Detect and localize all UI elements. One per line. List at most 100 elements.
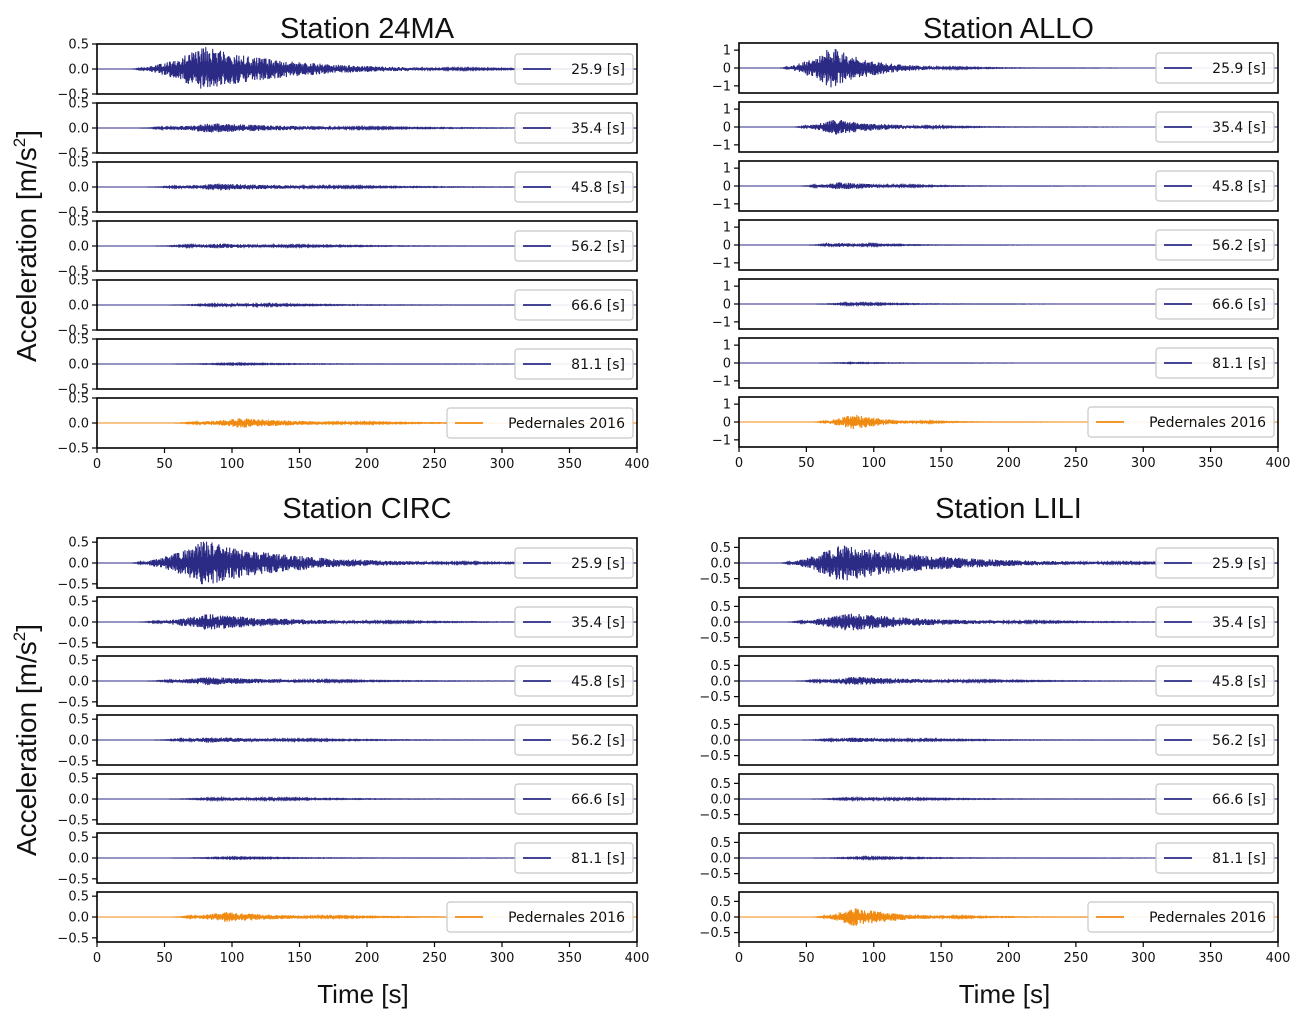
subplot-35-4-s: 0.50.0−0.5 35.4 [s]	[699, 596, 1279, 648]
subplot-frame	[96, 596, 638, 648]
y-tick-label: 0.5	[710, 777, 731, 792]
subplot-frame	[738, 714, 1279, 766]
y-tick-label: −0.5	[57, 88, 89, 103]
legend-label: 35.4 [s]	[1212, 120, 1266, 136]
y-tick-label: −1	[712, 433, 731, 448]
x-tick-label: 0	[735, 456, 743, 471]
x-tick-label: 150	[929, 456, 954, 471]
panel-station-circ: Station CIRC 0.5 0.0 −0.5 25.9 [s] 0.5 0.0 −0.5…	[10, 493, 649, 1009]
subplot-25-9-s: 0.5 0.0 −0.5 25.9 [s]	[57, 536, 638, 592]
legend: 25.9 [s]	[1155, 52, 1275, 84]
y-tick-label: 0.5	[710, 600, 731, 615]
y-axis-label-exponent: 2	[10, 632, 29, 641]
panel-title: Station ALLO	[923, 13, 1094, 45]
x-tick-label: 150	[287, 457, 312, 472]
y-tick-label: 0.0	[68, 417, 89, 432]
legend: 45.8 [s]	[1155, 170, 1275, 202]
subplot-frame	[738, 655, 1279, 707]
y-tick-label: 0.0	[68, 181, 89, 196]
legend-box	[1155, 842, 1275, 874]
y-tick-label: 0.5	[68, 772, 89, 787]
y-axis-label: Acceleration [m/s2]	[10, 130, 42, 362]
legend-box	[514, 230, 634, 262]
y-tick-label: 0.5	[68, 274, 89, 289]
panel-station-allo: Station ALLO 1 0 −1 25.9 [s] 1 0 −1 35.4 [s] 1 0 −1…	[712, 13, 1291, 471]
subplot-frame	[738, 160, 1279, 212]
x-tick-label: 100	[861, 456, 886, 471]
y-tick-label: 1	[723, 103, 731, 118]
y-axis-label-text: Acceleration [m/s	[11, 641, 42, 856]
y-tick-label: −0.5	[699, 867, 731, 882]
x-tick-label: 0	[735, 951, 743, 966]
legend-label: 25.9 [s]	[1212, 556, 1266, 572]
x-tick-label: 300	[490, 457, 515, 472]
legend-box	[514, 606, 634, 638]
legend-box	[1155, 170, 1275, 202]
y-tick-label: 0.5	[710, 659, 731, 674]
y-tick-label: −0.5	[699, 749, 731, 764]
legend-box	[514, 783, 634, 815]
y-tick-label: 0.0	[68, 616, 89, 631]
subplot-56-2-s: 0.50.0−0.556.2 [s]	[57, 713, 638, 769]
y-tick-label: 0.5	[68, 392, 89, 407]
y-tick-label: 0.5	[68, 536, 89, 551]
legend: 25.9 [s]	[514, 547, 634, 579]
subplot-45-8-s: 1 0 −1 45.8 [s]	[712, 160, 1279, 212]
y-tick-label: −0.5	[57, 813, 89, 828]
x-tick-label: 250	[1063, 456, 1088, 471]
y-tick-label: 0	[723, 180, 731, 195]
subplot-56-2-s: 1 0 −1 56.2 [s]	[712, 219, 1279, 271]
y-tick-label: −0.5	[57, 206, 89, 221]
subplot-35-4-s: 1 0 −1 35.4 [s]	[712, 101, 1279, 153]
legend-box	[1155, 665, 1275, 697]
y-tick-label: 0.5	[68, 831, 89, 846]
legend: 45.8 [s]	[1155, 665, 1275, 697]
legend-box	[514, 289, 634, 321]
legend-label: 45.8 [s]	[571, 180, 625, 196]
legend-label: 35.4 [s]	[571, 121, 625, 137]
y-axis-label-close: ]	[11, 624, 42, 632]
x-tick-label: 50	[156, 457, 173, 472]
subplot-frame	[738, 537, 1279, 589]
subplot-66-6-s: 0.50.0−0.5 66.6 [s]	[699, 773, 1279, 825]
legend: 66.6 [s]	[1155, 288, 1275, 320]
x-tick-label: 100	[220, 457, 245, 472]
y-tick-label: 0.5	[68, 595, 89, 610]
subplot-frame	[738, 337, 1279, 389]
y-tick-label: 0.0	[710, 557, 731, 572]
legend: 45.8 [s]	[514, 171, 634, 203]
y-tick-label: −0.5	[699, 631, 731, 646]
x-tick-label: 0	[93, 951, 101, 966]
x-tick-label: 100	[861, 951, 886, 966]
subplot-frame	[738, 596, 1279, 648]
legend-box	[514, 112, 634, 144]
x-tick-label: 50	[156, 951, 173, 966]
legend: 25.9 [s]	[1155, 547, 1275, 579]
x-tick-label: 350	[557, 951, 582, 966]
legend: 56.2 [s]	[514, 230, 634, 262]
subplot-frame	[738, 42, 1279, 94]
y-tick-label: 0.5	[710, 895, 731, 910]
subplot-frame	[96, 338, 638, 390]
legend-label: 81.1 [s]	[571, 851, 625, 867]
legend: Pedernales 2016	[446, 901, 634, 933]
x-axis: 0 50 100 150 200 250 300 350 400	[735, 942, 1291, 966]
legend-box	[514, 171, 634, 203]
subplot-45-8-s: 0.50.0−0.5 45.8 [s]	[699, 655, 1279, 707]
y-tick-label: −0.5	[699, 690, 731, 705]
subplot-56-2-s: 0.50.0−0.556.2 [s]	[699, 714, 1279, 766]
y-tick-label: 0	[723, 62, 731, 77]
legend-box	[446, 901, 634, 933]
subplot-pedernales-2016: 0.50.0−0.5 Pedernales 2016	[699, 891, 1279, 943]
y-tick-label: 0.5	[68, 333, 89, 348]
panel-station-24ma: Station 24MA 0.5 0.0 −0.5 25.9 [s] 0.5 0.0 −0.5…	[10, 13, 649, 472]
legend: 66.6 [s]	[1155, 783, 1275, 815]
y-tick-label: 0.5	[68, 97, 89, 112]
y-tick-label: 1	[723, 44, 731, 59]
y-tick-label: 0	[723, 121, 731, 136]
x-tick-label: 400	[1266, 951, 1291, 966]
x-tick-label: 100	[220, 951, 245, 966]
legend-box	[1155, 229, 1275, 261]
y-tick-label: 0.0	[68, 240, 89, 255]
